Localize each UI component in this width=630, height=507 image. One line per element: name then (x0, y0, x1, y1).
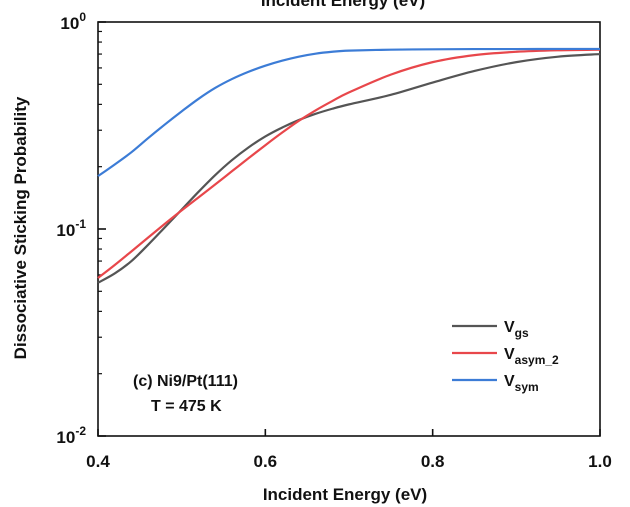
legend-item-asym-2: Vasym_2 (452, 346, 559, 367)
x-tick-label: 0.8 (421, 452, 445, 471)
temperature-annotation: T = 475 K (151, 398, 222, 415)
y-tick-base: 10 (60, 14, 79, 33)
legend-name: V (504, 346, 515, 363)
legend-name: V (504, 373, 515, 390)
legend-item-gs: Vgs (452, 319, 529, 340)
legend-subscript: gs (515, 326, 529, 340)
y-tick-label: 100 (60, 10, 86, 33)
legend-subscript: sym (515, 380, 539, 394)
legend-label: Vasym_2 (504, 346, 559, 367)
x-axis-label: Incident Energy (eV) (263, 485, 427, 504)
y-axis-label: Dissociative Sticking Probability (11, 96, 30, 359)
legend-label: Vgs (504, 319, 529, 340)
x-tick-label: 1.0 (588, 452, 612, 471)
y-tick-label: 10-1 (56, 217, 86, 240)
legend-name: V (504, 319, 515, 336)
y-tick-exponent: -2 (75, 424, 86, 438)
y-tick-label: 10-2 (56, 424, 86, 447)
y-tick-base: 10 (56, 221, 75, 240)
series-line-sym (97, 47, 601, 178)
legend-subscript: asym_2 (515, 353, 559, 367)
y-tick-base: 10 (56, 428, 75, 447)
series-line-gs (97, 52, 601, 284)
chart-title: Incident Energy (eV) (261, 0, 425, 10)
system-annotation: (c) Ni9/Pt(111) (133, 373, 238, 390)
series-lines (97, 47, 601, 284)
legend-label: Vsym (504, 373, 539, 394)
y-tick-exponent: -1 (75, 217, 86, 231)
x-tick-label: 0.4 (86, 452, 110, 471)
legend-item-sym: Vsym (452, 373, 539, 394)
y-tick-exponent: 0 (79, 10, 86, 24)
series-line-asym-2 (97, 48, 601, 279)
x-tick-label: 0.6 (254, 452, 278, 471)
